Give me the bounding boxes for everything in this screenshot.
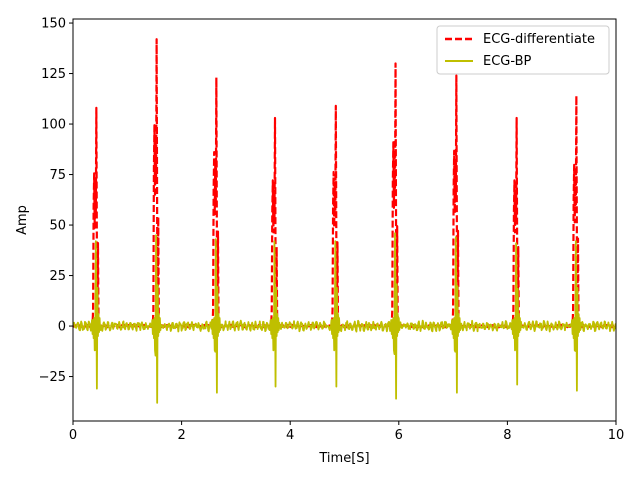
y-tick-label: −25 bbox=[39, 370, 66, 385]
axes-frame bbox=[72, 18, 617, 422]
y-tick-label: 125 bbox=[41, 67, 66, 82]
series-layer bbox=[73, 38, 616, 404]
y-tick-label: 75 bbox=[49, 168, 66, 183]
legend-box bbox=[436, 25, 610, 75]
y-tick-label: 150 bbox=[41, 17, 66, 32]
x-axis-label: Time[S] bbox=[318, 451, 369, 466]
x-tick-label: 2 bbox=[177, 428, 185, 443]
x-tick-label: 10 bbox=[608, 428, 625, 443]
x-tick-label: 0 bbox=[69, 428, 77, 443]
legend-entry-ecg-bp: ECG-BP bbox=[483, 54, 532, 69]
x-tick-label: 4 bbox=[286, 428, 294, 443]
y-tick-label: 50 bbox=[49, 219, 66, 234]
legend-entry-ecg-differentiate: ECG-differentiate bbox=[483, 32, 595, 47]
ticks-layer: 0 2 4 6 8 10 −25 0 25 50 75 100 125 150 bbox=[39, 17, 625, 443]
y-tick-label: 100 bbox=[41, 118, 66, 133]
y-tick-label: 25 bbox=[49, 269, 66, 284]
y-tick-label: 0 bbox=[58, 320, 66, 335]
legend: ECG-differentiate ECG-BP bbox=[436, 25, 610, 75]
x-tick-label: 8 bbox=[503, 428, 511, 443]
y-axis-label: Amp bbox=[15, 205, 30, 235]
x-tick-label: 6 bbox=[395, 428, 403, 443]
series-line-ecg-bp bbox=[73, 232, 616, 404]
